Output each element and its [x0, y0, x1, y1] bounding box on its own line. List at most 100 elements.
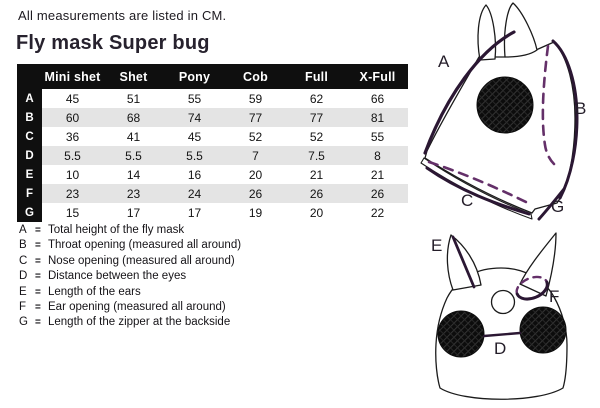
table-row-d: D 5.5 5.5 5.5 7 7.5 8: [17, 146, 408, 165]
table-cell: 74: [164, 108, 225, 127]
legend-separator: =: [35, 317, 41, 329]
diagram-label-e: E: [431, 236, 443, 255]
table-cell: 26: [225, 184, 286, 203]
table-cell: 7.5: [286, 146, 347, 165]
legend-letter: F: [19, 300, 27, 313]
row-letter: A: [17, 89, 42, 108]
row-letter: B: [17, 108, 42, 127]
column-header-pony: Pony: [164, 64, 225, 89]
legend-item-g: G = Length of the zipper at the backside: [19, 316, 419, 331]
table-cell: 77: [286, 108, 347, 127]
left-eye-mesh: [437, 310, 485, 358]
legend-item-c: C = Nose opening (measured all around): [19, 255, 419, 270]
legend-separator: =: [35, 225, 41, 236]
legend-item-b: B = Throat opening (measured all around): [19, 239, 419, 254]
table-cell: 5.5: [103, 146, 164, 165]
legend-item-e: E = Length of the ears: [19, 286, 419, 301]
table-row-g: G 15 17 17 19 20 22: [17, 203, 408, 222]
column-header-shet: Shet: [103, 64, 164, 89]
table-cell: 14: [103, 165, 164, 184]
legend-item-d: D = Distance between the eyes: [19, 270, 419, 285]
measure-g-zipper-line: [537, 187, 566, 221]
table-cell: 24: [164, 184, 225, 203]
diagram-label-d: D: [494, 339, 507, 358]
table-cell: 16: [164, 165, 225, 184]
row-letter: C: [17, 127, 42, 146]
table-cell: 51: [103, 89, 164, 108]
row-letter: G: [17, 203, 42, 222]
legend-letter: B: [19, 239, 27, 252]
legend-separator: =: [35, 301, 41, 313]
legend-letter: G: [19, 316, 28, 329]
measure-d-line: [482, 331, 522, 338]
measure-c-dashed-line: [427, 160, 534, 207]
measure-a-line: [423, 30, 516, 155]
legend-text: Throat opening (measured all around): [48, 239, 242, 252]
table-cell: 17: [164, 203, 225, 222]
table-cell: 41: [103, 127, 164, 146]
measure-b-dashed-line: [541, 44, 556, 166]
column-header-mini-shet: Mini shet: [42, 64, 103, 89]
table-cell: 45: [42, 89, 103, 108]
table-cell: 55: [347, 127, 408, 146]
table-cell: 26: [347, 184, 408, 203]
page-title: Fly mask Super bug: [16, 32, 210, 54]
table-row-b: B 60 68 74 77 77 81: [17, 108, 408, 127]
right-ear: [503, 2, 538, 58]
measure-f-solid-arc: [515, 280, 549, 301]
table-cell: 22: [347, 203, 408, 222]
table-cell: 62: [286, 89, 347, 108]
table-corner-cell: [17, 64, 42, 89]
table-cell: 23: [42, 184, 103, 203]
row-letter: D: [17, 146, 42, 165]
table-cell: 55: [164, 89, 225, 108]
table-cell: 45: [164, 127, 225, 146]
table-row-e: E 10 14 16 20 21 21: [17, 165, 408, 184]
measure-e-line: [451, 235, 476, 289]
legend-letter: A: [19, 224, 27, 236]
legend-item-f: F = Ear opening (measured all around): [19, 301, 419, 316]
legend-separator: =: [35, 271, 41, 283]
table-cell: 10: [42, 165, 103, 184]
legend-separator: =: [35, 286, 41, 298]
table-cell: 60: [42, 108, 103, 127]
table-cell: 5.5: [42, 146, 103, 165]
back-edge-line: [551, 39, 579, 200]
legend-text: Ear opening (measured all around): [48, 300, 226, 313]
right-eye-mesh: [519, 306, 567, 354]
measure-f-dashed-arc: [515, 275, 549, 296]
legend-letter: D: [19, 270, 28, 283]
table-header-row: Mini shet Shet Pony Cob Full X-Full: [17, 64, 408, 89]
table-cell: 59: [225, 89, 286, 108]
table-cell: 68: [103, 108, 164, 127]
column-header-x-full: X-Full: [347, 64, 408, 89]
table-cell: 52: [225, 127, 286, 146]
legend-separator: =: [35, 240, 41, 252]
size-chart-table: Mini shet Shet Pony Cob Full X-Full A 45…: [17, 64, 408, 222]
table-cell: 26: [286, 184, 347, 203]
table-cell: 5.5: [164, 146, 225, 165]
eye-mesh: [476, 76, 534, 134]
table-cell: 20: [286, 203, 347, 222]
column-header-cob: Cob: [225, 64, 286, 89]
table-cell: 17: [103, 203, 164, 222]
table-row-a: A 45 51 55 59 62 66: [17, 89, 408, 108]
legend-separator: =: [35, 255, 41, 267]
table-cell: 36: [42, 127, 103, 146]
table-cell: 77: [225, 108, 286, 127]
row-letter: E: [17, 165, 42, 184]
legend-letter: C: [19, 254, 28, 267]
row-letter: F: [17, 184, 42, 203]
table-cell: 8: [347, 146, 408, 165]
legend-item-a: A = Total height of the fly mask: [19, 224, 419, 239]
table-cell: 23: [103, 184, 164, 203]
table-cell: 21: [347, 165, 408, 184]
table-row-c: C 36 41 45 52 52 55: [17, 127, 408, 146]
table-cell: 52: [286, 127, 347, 146]
legend-text: Length of the zipper at the backside: [48, 316, 231, 329]
forelock-hole: [490, 289, 516, 315]
diagram-label-g: G: [551, 197, 565, 216]
table-cell: 19: [225, 203, 286, 222]
table-cell: 20: [225, 165, 286, 184]
table-cell: 21: [286, 165, 347, 184]
